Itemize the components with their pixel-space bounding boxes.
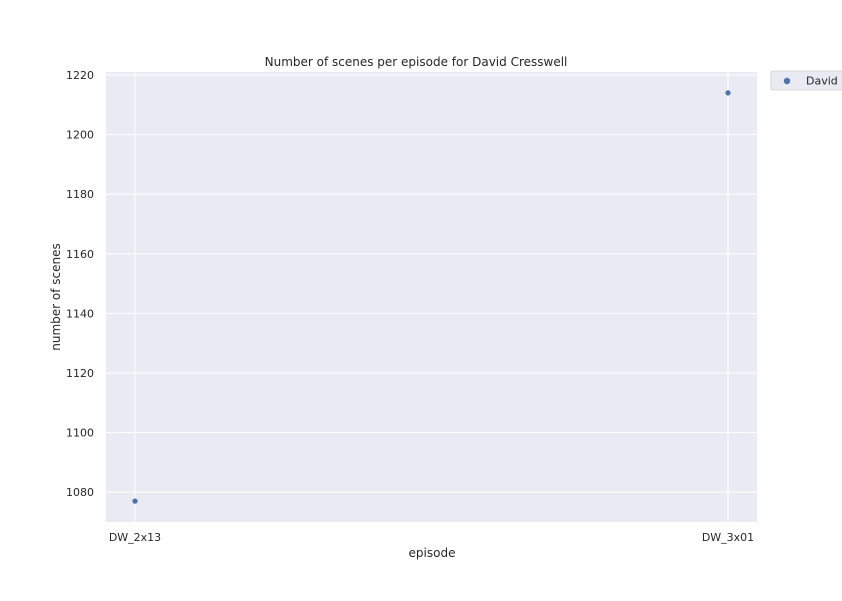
x-tick-label: DW_2x13 xyxy=(109,531,161,544)
x-gridlines xyxy=(134,72,729,522)
legend-marker xyxy=(783,77,791,85)
y-tick-labels: 1080 1100 1120 1140 1160 1180 1200 1220 xyxy=(66,69,94,499)
data-point xyxy=(725,90,731,96)
y-tick-label: 1140 xyxy=(66,307,94,320)
plot-area xyxy=(106,72,757,522)
data-points xyxy=(132,90,731,504)
y-tick-label: 1100 xyxy=(66,427,94,440)
x-tick-label: DW_3x01 xyxy=(702,531,754,544)
y-axis-label: number of scenes xyxy=(49,243,63,351)
data-point xyxy=(132,498,138,504)
legend-box xyxy=(770,70,842,91)
x-tick-labels: DW_2x13 DW_3x01 xyxy=(109,531,754,544)
y-tick-label: 1160 xyxy=(66,248,94,261)
y-tick-label: 1200 xyxy=(66,129,94,142)
y-tick-label: 1120 xyxy=(66,367,94,380)
x-axis-label: episode xyxy=(409,546,456,560)
legend-label: David xyxy=(806,75,838,88)
y-tick-label: 1220 xyxy=(66,69,94,82)
legend: David xyxy=(770,70,842,91)
chart-title: Number of scenes per episode for David C… xyxy=(265,55,568,69)
y-gridlines xyxy=(106,74,757,493)
y-tick-label: 1180 xyxy=(66,188,94,201)
y-tick-label: 1080 xyxy=(66,486,94,499)
